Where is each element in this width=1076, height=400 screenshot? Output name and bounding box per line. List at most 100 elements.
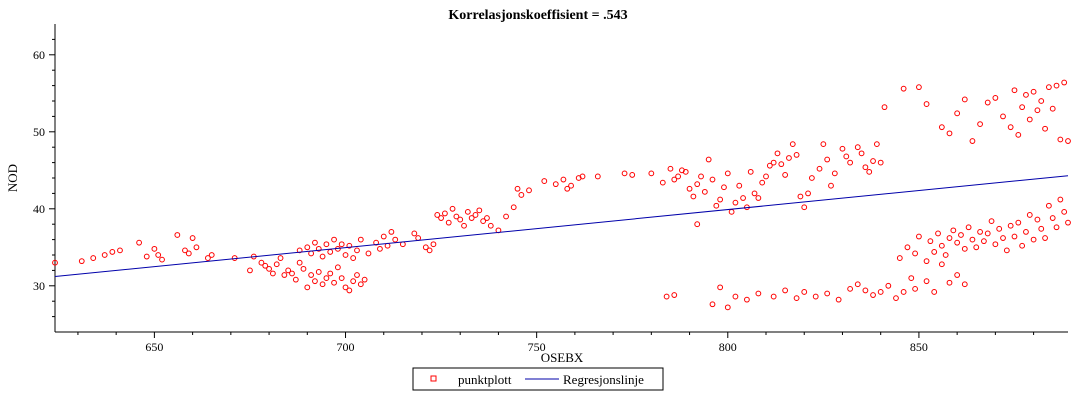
scatter-point bbox=[961, 281, 968, 288]
scatter-point bbox=[908, 275, 915, 282]
scatter-point bbox=[663, 293, 670, 300]
scatter-point bbox=[801, 204, 808, 211]
scatter-point bbox=[873, 141, 880, 148]
scatter-point bbox=[174, 232, 181, 238]
scatter-point bbox=[743, 296, 750, 303]
scatter-point bbox=[434, 212, 441, 218]
scatter-point bbox=[713, 202, 720, 209]
scatter-point bbox=[346, 242, 353, 249]
scatter-point bbox=[686, 185, 693, 192]
scatter-point bbox=[694, 181, 701, 188]
scatter-point bbox=[151, 245, 158, 252]
scatter-point bbox=[285, 267, 292, 274]
legend-label-scatter: punktplott bbox=[458, 372, 512, 387]
scatter-point bbox=[1065, 138, 1071, 144]
scatter-point bbox=[667, 165, 674, 172]
scatter-point bbox=[1007, 222, 1014, 229]
scatter-point bbox=[143, 253, 150, 260]
scatter-point bbox=[189, 235, 196, 241]
scatter-point bbox=[996, 225, 1003, 232]
scatter-point bbox=[1061, 79, 1068, 86]
scatter-point bbox=[526, 187, 532, 194]
scatter-point bbox=[1057, 196, 1064, 203]
scatter-point bbox=[208, 252, 215, 258]
scatter-point bbox=[854, 281, 861, 288]
x-tick-label: 650 bbox=[145, 340, 163, 354]
scatter-point bbox=[308, 250, 315, 257]
scatter-point bbox=[621, 170, 628, 177]
scatter-point bbox=[659, 179, 666, 186]
scatter-point bbox=[1030, 236, 1037, 243]
scatter-point bbox=[1000, 113, 1006, 120]
scatter-point bbox=[977, 121, 983, 127]
scatter-point bbox=[296, 259, 303, 266]
scatter-point bbox=[480, 218, 487, 225]
scatter-point bbox=[472, 212, 479, 218]
legend-marker-scatter bbox=[430, 375, 437, 382]
scatter-point bbox=[281, 272, 288, 278]
scatter-point bbox=[789, 141, 796, 148]
scatter-point bbox=[1023, 229, 1029, 235]
scatter-point bbox=[824, 156, 831, 163]
scatter-point bbox=[877, 159, 884, 166]
scatter-point bbox=[354, 247, 360, 254]
x-ticks: 650 700 750 800 850 bbox=[77, 332, 1035, 354]
scatter-point bbox=[671, 292, 678, 298]
scatter-point bbox=[973, 244, 980, 251]
scatter-point bbox=[1049, 215, 1056, 221]
scatter-point bbox=[893, 295, 899, 302]
scatter-point bbox=[1053, 224, 1060, 231]
scatter-point bbox=[1019, 242, 1026, 249]
scatter-point bbox=[675, 173, 681, 180]
scatter-point bbox=[717, 284, 724, 291]
scatter-point bbox=[1015, 131, 1022, 138]
scatter-point bbox=[1042, 235, 1048, 241]
scatter-point bbox=[977, 229, 983, 235]
scatter-point bbox=[881, 104, 888, 111]
scatter-point bbox=[1007, 124, 1014, 131]
scatter-point bbox=[117, 247, 123, 254]
scatter-point bbox=[648, 170, 655, 177]
y-ticks: 30 40 50 60 bbox=[33, 38, 55, 318]
scatter-point bbox=[916, 84, 922, 91]
scatter-point bbox=[1045, 84, 1052, 91]
scatter-point bbox=[350, 278, 357, 285]
scatter-point bbox=[682, 168, 689, 175]
scatter-point bbox=[365, 250, 372, 257]
scatter-point bbox=[931, 249, 938, 255]
scatter-point bbox=[755, 290, 762, 297]
scatter-point bbox=[759, 179, 766, 186]
scatter-point bbox=[438, 215, 444, 221]
plot-area: 650 700 750 800 850 30 40 50 60 bbox=[33, 24, 1071, 354]
scatter-point bbox=[770, 293, 777, 300]
scatter-point bbox=[327, 249, 334, 255]
scatter-point bbox=[885, 282, 892, 289]
scatter-point bbox=[946, 235, 953, 241]
scatter-point bbox=[289, 270, 295, 277]
scatter-point bbox=[698, 173, 704, 180]
scatter-point bbox=[961, 245, 968, 252]
scatter-point bbox=[342, 284, 349, 291]
scatter-point bbox=[90, 255, 97, 261]
scatter-point bbox=[992, 241, 999, 248]
scatter-point bbox=[954, 110, 961, 117]
scatter-point bbox=[579, 173, 586, 180]
scatter-point bbox=[992, 95, 999, 101]
scatter-point bbox=[1038, 225, 1045, 232]
scatter-point bbox=[709, 301, 716, 308]
scatter-point bbox=[763, 173, 769, 180]
scatter-point bbox=[820, 141, 827, 148]
scatter-point bbox=[503, 213, 509, 220]
scatter-point bbox=[705, 156, 712, 163]
scatter-point bbox=[518, 192, 525, 198]
scatter-point bbox=[457, 216, 464, 223]
scatter-point bbox=[835, 296, 842, 303]
scatter-point bbox=[747, 168, 754, 175]
scatter-point bbox=[1019, 104, 1026, 111]
scatter-point bbox=[728, 208, 735, 215]
scatter-point bbox=[323, 241, 330, 248]
scatter-point bbox=[938, 261, 945, 268]
scatter-point bbox=[1011, 233, 1018, 240]
scatter-point bbox=[560, 176, 567, 183]
